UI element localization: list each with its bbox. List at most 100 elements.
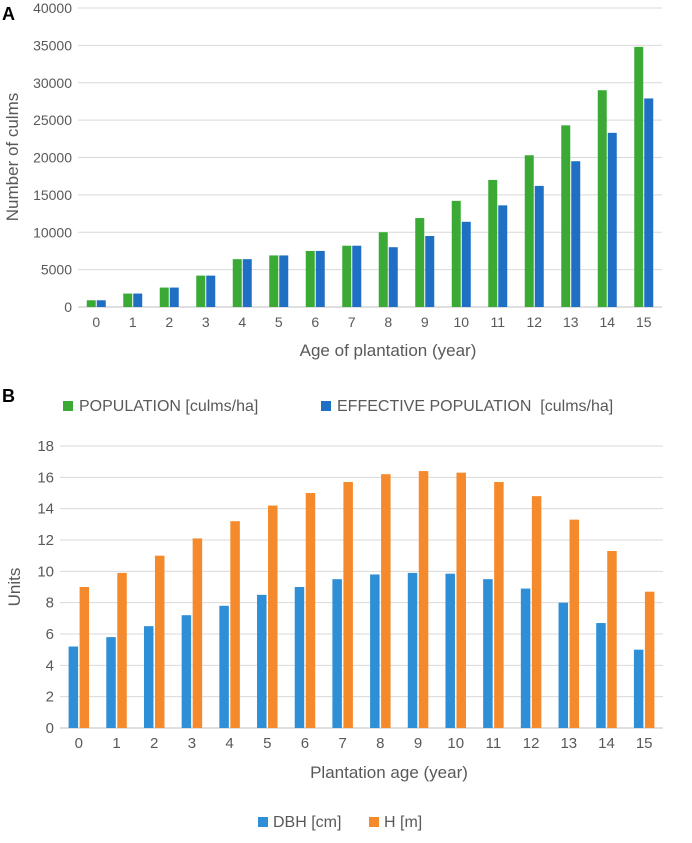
b-x-tick-label: 15 (636, 735, 653, 752)
b-x-tick-label: 0 (75, 735, 83, 752)
b-y-tick-label: 6 (46, 626, 54, 643)
b-bar-series0-cat5 (257, 594, 267, 728)
a-bar-series0-cat2 (159, 287, 169, 307)
a-bar-series1-cat2 (169, 287, 179, 307)
a-x-tick-label: 15 (636, 314, 652, 330)
a-bar-series1-cat1 (133, 293, 143, 307)
b-bar-series1-cat12 (531, 496, 542, 728)
legend-swatch-effective-population (321, 401, 331, 411)
b-x-tick-label: 14 (598, 735, 615, 752)
b-bar-series0-cat9 (407, 572, 418, 728)
a-bar-series0-cat14 (597, 90, 607, 307)
panel-b-x-tick-labels: 0 1 2 3 4 5 6 7 8 9 10 11 12 13 14 15 (75, 735, 653, 752)
a-bar-series0-cat0 (86, 300, 96, 307)
legend-label-dbh: DBH [cm] (273, 814, 341, 831)
panel-b-y-tick-labels: 0 2 4 6 8 10 12 14 16 18 (37, 438, 54, 737)
legend-label-population: POPULATION [culms/ha] (79, 398, 258, 415)
a-x-tick-label: 13 (563, 314, 579, 330)
b-bar-series0-cat2 (143, 626, 154, 728)
a-bar-series1-cat13 (571, 161, 581, 307)
b-y-tick-label: 10 (37, 563, 54, 580)
b-y-tick-label: 18 (37, 438, 54, 455)
b-y-tick-label: 2 (46, 689, 54, 706)
panel-a-label: A (2, 4, 15, 24)
a-x-tick-label: 1 (129, 314, 137, 330)
a-y-tick-label: 5000 (41, 262, 72, 278)
b-bar-series0-cat10 (445, 573, 455, 728)
b-y-tick-label: 12 (37, 532, 54, 549)
a-bar-series0-cat7 (342, 245, 352, 307)
b-bar-series0-cat12 (520, 588, 531, 728)
a-bar-series1-cat0 (96, 300, 106, 307)
a-x-tick-label: 8 (384, 314, 392, 330)
b-bar-series0-cat0 (68, 646, 79, 728)
legend-label-h: H [m] (384, 814, 422, 831)
b-y-tick-label: 0 (46, 720, 54, 737)
a-y-tick-label: 25000 (33, 112, 72, 128)
b-bar-series1-cat0 (79, 587, 90, 728)
a-x-tick-label: 7 (348, 314, 356, 330)
b-x-tick-label: 6 (301, 735, 309, 752)
b-x-tick-label: 10 (447, 735, 464, 752)
a-x-tick-label: 3 (202, 314, 210, 330)
a-y-tick-label: 0 (64, 299, 72, 315)
a-bar-series0-cat4 (232, 259, 242, 307)
b-bar-series1-cat2 (154, 555, 165, 728)
a-bar-series0-cat10 (451, 200, 461, 307)
a-bar-series1-cat7 (352, 245, 362, 307)
legend-swatch-dbh (258, 817, 268, 827)
a-bar-series0-cat8 (378, 232, 388, 307)
b-bar-series0-cat11 (483, 579, 493, 728)
b-bar-series1-cat3 (192, 538, 203, 728)
b-x-tick-label: 8 (376, 735, 384, 752)
a-bar-series1-cat11 (498, 205, 508, 307)
b-bar-series1-cat5 (268, 505, 278, 728)
a-x-tick-label: 2 (165, 314, 173, 330)
a-y-tick-label: 30000 (33, 75, 72, 91)
panel-b-x-axis-title: Plantation age (year) (310, 763, 468, 782)
b-bar-series0-cat6 (294, 587, 305, 728)
a-x-tick-label: 5 (275, 314, 283, 330)
a-bar-series0-cat11 (488, 179, 498, 307)
b-x-tick-label: 4 (225, 735, 233, 752)
b-y-tick-label: 8 (46, 595, 54, 612)
a-bar-series1-cat5 (279, 255, 289, 307)
b-x-tick-label: 13 (560, 735, 577, 752)
b-bar-series1-cat10 (456, 472, 466, 728)
legend-label-effective-population: EFFECTIVE POPULATION [culms/ha] (337, 398, 613, 415)
panel-a-x-tick-labels: 0 1 2 3 4 5 6 7 8 9 10 11 12 13 14 15 (92, 314, 651, 330)
a-bar-series0-cat1 (123, 293, 133, 307)
a-y-tick-label: 15000 (33, 187, 72, 203)
panel-a: A 05000100001500020000250003000035000400… (2, 0, 662, 415)
panel-b-y-axis-title: Units (5, 568, 24, 607)
b-bar-series1-cat14 (607, 550, 617, 728)
a-bar-series0-cat6 (305, 250, 315, 307)
panel-a-bars (86, 46, 654, 308)
a-bar-series0-cat15 (634, 46, 644, 308)
a-bar-series1-cat6 (315, 250, 325, 307)
legend-swatch-h (369, 817, 379, 827)
a-x-tick-label: 6 (311, 314, 319, 330)
b-bar-series1-cat15 (644, 591, 655, 728)
b-bar-series1-cat11 (494, 482, 504, 728)
a-bar-series1-cat9 (425, 235, 435, 307)
b-x-tick-label: 2 (150, 735, 158, 752)
b-bar-series1-cat1 (117, 572, 127, 728)
panel-a-legend: POPULATION [culms/ha] EFFECTIVE POPULATI… (63, 398, 613, 415)
a-bar-series0-cat3 (196, 275, 206, 307)
a-x-tick-label: 0 (92, 314, 100, 330)
b-x-tick-label: 11 (486, 735, 502, 752)
panel-a-y-axis-title: Number of culms (3, 93, 22, 221)
b-bar-series0-cat15 (633, 649, 644, 728)
b-y-tick-label: 14 (37, 501, 54, 518)
a-x-tick-label: 10 (453, 314, 469, 330)
b-bar-series0-cat13 (558, 602, 569, 728)
a-x-tick-label: 14 (599, 314, 615, 330)
b-x-tick-label: 9 (414, 735, 422, 752)
b-bar-series1-cat6 (305, 493, 316, 728)
a-y-tick-label: 10000 (33, 224, 72, 240)
b-bar-series0-cat14 (596, 623, 606, 728)
a-x-tick-label: 4 (238, 314, 246, 330)
